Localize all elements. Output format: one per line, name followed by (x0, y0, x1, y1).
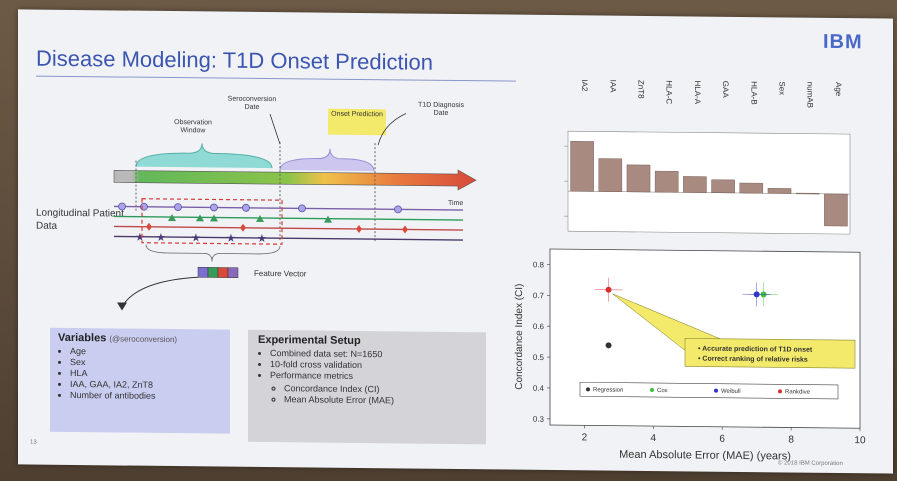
star-markers: ★ ★ ★ ★ ★ (135, 231, 267, 245)
page-number: 13 (30, 439, 37, 446)
ibm-logo: IBM (823, 30, 863, 54)
variables-list: Age Sex HLA IAA, GAA, IA2, ZnT8 Number o… (58, 346, 230, 403)
data-line-2 (114, 215, 463, 221)
bar (767, 188, 792, 194)
data-line-1 (114, 205, 463, 211)
x-tick-label: 6 (719, 434, 725, 445)
legend-marker (714, 388, 718, 393)
svg-text:★: ★ (226, 232, 236, 245)
bar-category-label: HLA-C (665, 80, 674, 104)
y-tick-label: 0.7 (533, 291, 545, 300)
y-tick-label: 0.5 (533, 353, 545, 362)
legend-box (579, 381, 839, 400)
bar (824, 193, 848, 227)
bar (683, 176, 707, 193)
svg-text:★: ★ (135, 231, 145, 244)
feature-vector (197, 267, 239, 278)
x-tick-label: 2 (582, 432, 588, 443)
seroconversion-pointer (269, 113, 281, 145)
annotation-box (684, 338, 856, 369)
bar-category-label: numAB (806, 82, 815, 108)
legend-marker (650, 388, 654, 393)
variables-box: Variables (@seroconversion) Age Sex HLA … (50, 327, 230, 434)
bar-category-label: IA2 (580, 79, 589, 92)
observation-brace (135, 143, 273, 169)
bar-category-label: Sex (778, 81, 787, 95)
setup-subitem: Mean Absolute Error (MAE) (284, 394, 486, 407)
bar-category-label: HLA-A (693, 80, 702, 104)
feature-arrow (121, 276, 199, 307)
x-tick-label: 4 (651, 433, 657, 444)
variables-heading-note: (@seroconversion) (109, 334, 178, 345)
legend-label: Rankdive (785, 389, 811, 395)
setup-item: Performance metrics (270, 370, 486, 383)
annotation-line: • Correct ranking of relative risks (698, 356, 808, 364)
onset-brace (279, 148, 375, 172)
circle-markers (118, 202, 402, 214)
bar (598, 158, 623, 192)
y-axis-title: Concordance Index (CI) (514, 284, 525, 390)
timeline-arrow (113, 169, 477, 191)
x-tick-label: 8 (788, 434, 794, 445)
bar-category-label: IAA (608, 80, 617, 94)
x-tick-label: 10 (854, 435, 866, 446)
scatter-point (605, 286, 612, 293)
bar (711, 179, 735, 194)
bar (626, 164, 651, 193)
bar-category-label: Age (834, 82, 843, 97)
annotation-line: • Accurate prediction of T1D onset (698, 346, 813, 354)
variables-heading: Variables (@seroconversion) (58, 331, 178, 345)
data-line-3 (114, 225, 463, 231)
ci-mae-chart: 0.3 0.4 0.5 0.6 0.7 0.8 2 4 6 8 10 Mean Absolute Er… (514, 248, 866, 463)
variable-item: Number of antibodies (70, 390, 230, 403)
x-axis-title: Mean Absolute Error (MAE) (years) (619, 449, 791, 463)
legend-label: Cox (657, 388, 668, 394)
y-tick-label: 0.3 (533, 415, 545, 424)
timeline-diagram: ★ ★ ★ ★ ★ (113, 113, 477, 311)
feature-arrowhead (117, 302, 127, 311)
diamond-markers (146, 222, 408, 234)
legend-marker (778, 389, 782, 394)
y-tick-label: 0.4 (533, 384, 545, 393)
slide: IBM Disease Modeling: T1D Onset Predicti… (18, 9, 893, 474)
bar (570, 141, 594, 192)
scatter-point (605, 342, 612, 349)
feature-brace (145, 244, 281, 262)
bar (654, 170, 679, 193)
bar (795, 192, 820, 195)
data-line-4 (114, 235, 463, 241)
setup-box: Experimental Setup Combined data set: N=… (248, 329, 486, 445)
legend-label: Weibull (721, 389, 741, 395)
bar-category-label: HLA-B (749, 81, 758, 105)
y-tick-label: 0.8 (533, 260, 545, 269)
y-tick-label: 0.6 (533, 322, 545, 331)
copyright: © 2018 IBM Corporation (778, 460, 843, 468)
legend-marker (586, 387, 590, 392)
svg-text:★: ★ (191, 231, 201, 244)
bar (739, 182, 764, 194)
bar-category-label: ZnT8 (637, 80, 646, 99)
bar-category-label: GAA (721, 81, 730, 99)
triangle-markers (168, 214, 332, 223)
setup-list: Combined data set: N=1650 10-fold cross … (258, 348, 486, 407)
scatter-point (753, 291, 760, 298)
diagnosis-pointer (377, 113, 407, 146)
feature-importance-chart: IA2 IAA ZnT8 HLA-C HLA-A GAA HLA-B Sex numAB Age (564, 79, 851, 235)
legend-label: Regression (593, 387, 623, 393)
svg-text:★: ★ (257, 232, 267, 245)
setup-heading: Experimental Setup (258, 333, 361, 348)
observation-window-box (141, 198, 283, 245)
svg-text:★: ★ (156, 231, 166, 244)
